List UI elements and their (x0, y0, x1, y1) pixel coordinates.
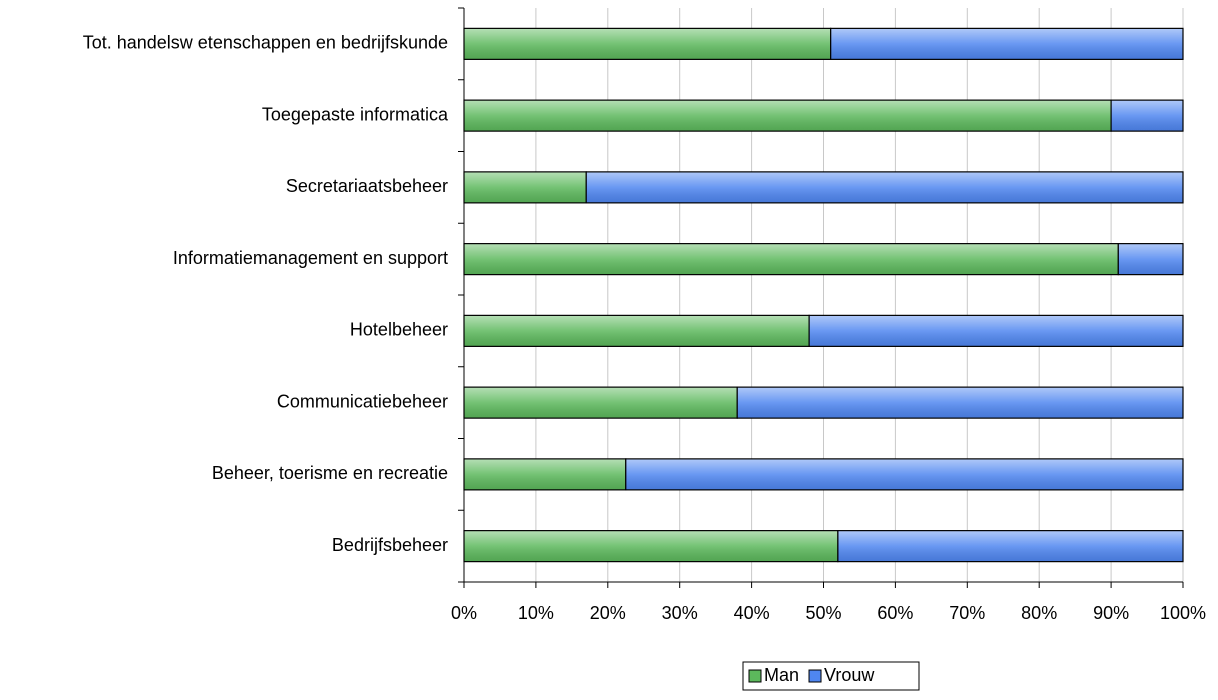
x-tick-label: 20% (590, 603, 626, 623)
x-tick-label: 60% (877, 603, 913, 623)
bar-shine (830, 27, 1184, 60)
x-tick-label: 50% (805, 603, 841, 623)
bar-shine (808, 314, 1184, 347)
bar-shine (1117, 243, 1184, 276)
bar-shine (463, 458, 627, 491)
legend-label: Man (764, 665, 799, 685)
x-tick-label: 30% (662, 603, 698, 623)
x-tick-label: 10% (518, 603, 554, 623)
y-tick-label: Toegepaste informatica (262, 104, 449, 124)
legend-swatch (808, 669, 822, 683)
y-tick-label: Secretariaatsbeheer (286, 176, 448, 196)
y-tick-label: Informatiemanagement en support (173, 248, 448, 268)
bar-shine (463, 27, 832, 60)
y-tick-label: Bedrijfsbeheer (332, 535, 448, 555)
bar-shine (463, 243, 1119, 276)
bar-shine (463, 99, 1112, 132)
y-tick-label: Hotelbeheer (350, 320, 448, 340)
x-tick-label: 0% (451, 603, 477, 623)
legend-swatch (748, 669, 762, 683)
legend-label: Vrouw (824, 665, 875, 685)
x-tick-label: 40% (734, 603, 770, 623)
x-tick-label: 80% (1021, 603, 1057, 623)
bar-shine (585, 171, 1184, 204)
y-tick-label: Tot. handelsw etenschappen en bedrijfsku… (83, 33, 448, 53)
bar-shine (1110, 99, 1184, 132)
bar-shine (736, 386, 1184, 419)
bar-shine (463, 530, 839, 563)
bar-shine (463, 314, 810, 347)
legend-box (742, 661, 920, 691)
y-tick-label: Communicatiebeheer (277, 391, 448, 411)
bar-shine (463, 171, 587, 204)
bar-shine (837, 530, 1184, 563)
x-tick-label: 90% (1093, 603, 1129, 623)
x-tick-label: 100% (1160, 603, 1206, 623)
bar-shine (625, 458, 1184, 491)
y-tick-label: Beheer, toerisme en recreatie (212, 463, 448, 483)
bar-shine (463, 386, 738, 419)
x-tick-label: 70% (949, 603, 985, 623)
